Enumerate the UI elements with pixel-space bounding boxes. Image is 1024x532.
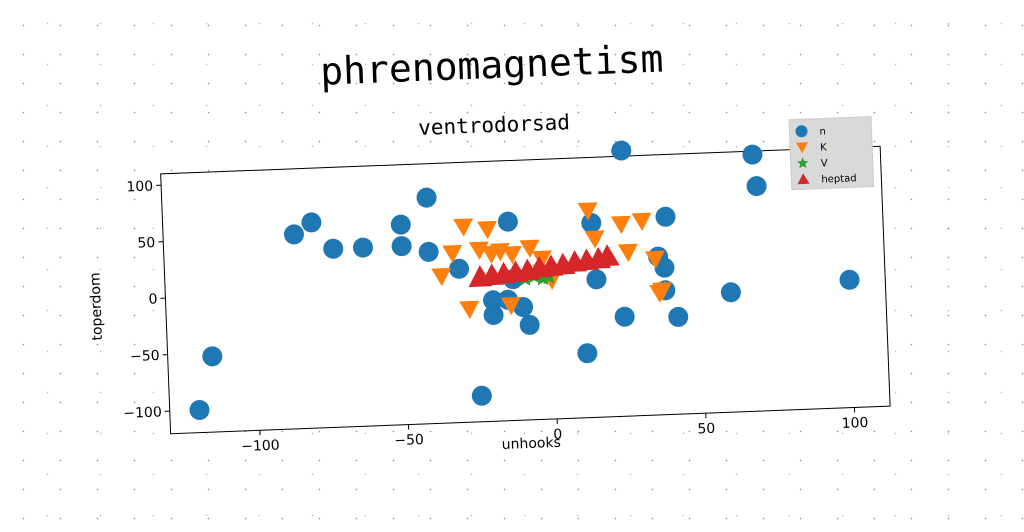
x-tick-label: −100 [241, 438, 280, 455]
x-axis-label: unhooks [501, 435, 561, 453]
x-tick-label: 50 [697, 421, 715, 438]
x-tick-label: −50 [394, 432, 424, 449]
legend-label: V [821, 158, 828, 169]
y-tick-label: −50 [130, 348, 160, 365]
y-tick-label: 0 [148, 291, 158, 307]
legend-label: heptad [821, 173, 857, 185]
legend-label: n [819, 126, 826, 137]
y-axis-label: toperdom [87, 272, 106, 341]
legend-label: K [820, 142, 827, 153]
y-tick-label: 100 [126, 179, 153, 196]
y-tick-label: −100 [123, 404, 162, 421]
plot-area [161, 146, 890, 433]
x-tick-label: 100 [841, 415, 868, 432]
y-tick-label: 50 [137, 235, 155, 252]
